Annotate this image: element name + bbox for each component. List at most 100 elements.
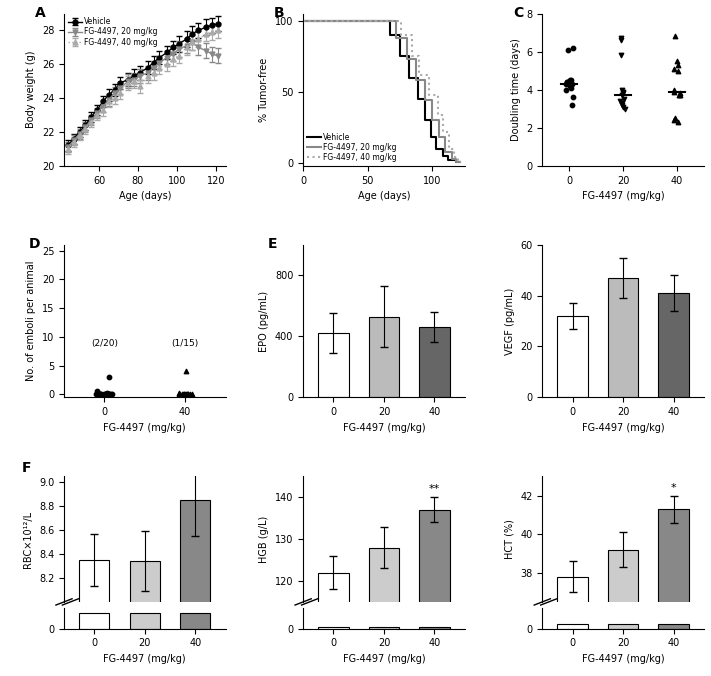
Vehicle	[432, 145, 441, 153]
X-axis label: FG-4497 (mg/kg): FG-4497 (mg/kg)	[343, 422, 425, 433]
Point	[675, 90, 686, 101]
FG-4497, 40 mg/kg	[424, 71, 433, 79]
Text: **: **	[429, 484, 440, 494]
FG-4497, 40 mg/kg	[433, 110, 442, 118]
Vehicle	[432, 133, 441, 141]
Y-axis label: No. of emboli per animal: No. of emboli per animal	[26, 261, 36, 381]
Point	[567, 43, 578, 53]
Vehicle	[444, 156, 452, 164]
Point	[617, 88, 629, 99]
Bar	[180, 613, 210, 629]
Point	[181, 389, 193, 400]
Point	[673, 90, 685, 101]
Bar	[557, 316, 588, 397]
Y-axis label: Doubling time (days): Doubling time (days)	[510, 39, 520, 141]
Text: E: E	[267, 237, 277, 251]
Point	[173, 388, 185, 399]
Vehicle	[396, 31, 405, 39]
Vehicle	[405, 52, 413, 60]
Point	[615, 34, 626, 45]
X-axis label: FG-4497 (mg/kg): FG-4497 (mg/kg)	[582, 422, 664, 433]
FG-4497, 40 mg/kg	[407, 52, 416, 60]
FG-4497, 20 mg/kg	[392, 34, 400, 42]
Point	[617, 101, 629, 112]
Point	[178, 389, 190, 400]
Text: C: C	[513, 6, 523, 20]
Point	[670, 113, 681, 124]
Point	[561, 76, 572, 87]
Bar	[658, 509, 689, 676]
Bar	[608, 624, 638, 629]
Point	[104, 389, 115, 400]
Point	[560, 84, 572, 95]
Point	[567, 92, 579, 103]
Point	[93, 389, 105, 400]
Point	[99, 389, 110, 400]
X-axis label: Age (days): Age (days)	[358, 191, 410, 201]
Bar	[369, 548, 399, 676]
Point	[560, 78, 572, 89]
FG-4497, 40 mg/kg	[454, 158, 463, 166]
Vehicle	[455, 158, 464, 166]
Point	[102, 389, 114, 400]
Bar	[419, 627, 449, 629]
Vehicle	[427, 116, 435, 124]
Y-axis label: EPO (pg/mL): EPO (pg/mL)	[260, 291, 269, 352]
Legend: Vehicle, FG-4497, 20 mg/kg, FG-4497, 40 mg/kg: Vehicle, FG-4497, 20 mg/kg, FG-4497, 40 …	[68, 18, 157, 47]
Y-axis label: % Tumor-free: % Tumor-free	[260, 57, 269, 122]
FG-4497, 40 mg/kg	[415, 52, 424, 60]
FG-4497, 40 mg/kg	[445, 145, 454, 153]
Point	[101, 388, 112, 399]
FG-4497, 20 mg/kg	[447, 155, 456, 163]
Text: F: F	[22, 461, 31, 475]
Point	[100, 389, 112, 400]
FG-4497, 40 mg/kg	[439, 128, 447, 136]
Point	[673, 116, 684, 127]
Bar	[319, 573, 348, 676]
FG-4497, 40 mg/kg	[424, 91, 433, 99]
Point	[566, 78, 577, 89]
Point	[566, 99, 577, 110]
Bar	[608, 550, 638, 676]
FG-4497, 40 mg/kg	[407, 31, 416, 39]
Point	[615, 50, 626, 61]
Point	[102, 389, 114, 400]
Y-axis label: Body weight (g): Body weight (g)	[26, 51, 36, 128]
Point	[105, 389, 117, 400]
Bar	[79, 560, 109, 676]
FG-4497, 40 mg/kg	[439, 110, 447, 118]
Bar	[557, 577, 588, 676]
Point	[565, 82, 577, 93]
Vehicle	[439, 145, 447, 153]
FG-4497, 40 mg/kg	[397, 17, 406, 25]
X-axis label: FG-4497 (mg/kg): FG-4497 (mg/kg)	[104, 654, 186, 664]
Vehicle	[451, 156, 460, 164]
Point	[91, 389, 102, 400]
X-axis label: FG-4497 (mg/kg): FG-4497 (mg/kg)	[582, 191, 664, 201]
Vehicle	[420, 95, 429, 103]
Vehicle	[414, 74, 422, 82]
FG-4497, 20 mg/kg	[420, 96, 429, 104]
Text: *: *	[670, 483, 676, 493]
Bar	[319, 627, 348, 629]
Point	[102, 389, 114, 400]
FG-4497, 20 mg/kg	[428, 116, 437, 124]
Point	[180, 389, 191, 400]
Point	[668, 64, 679, 74]
FG-4497, 40 mg/kg	[450, 145, 459, 153]
Point	[182, 389, 193, 400]
FG-4497, 20 mg/kg	[402, 34, 411, 42]
Point	[669, 31, 680, 42]
Point	[102, 389, 113, 400]
FG-4497, 20 mg/kg	[428, 96, 437, 104]
Vehicle	[385, 31, 394, 39]
Point	[675, 88, 686, 99]
Point	[176, 389, 188, 400]
FG-4497, 20 mg/kg	[412, 55, 420, 63]
Bar	[658, 293, 689, 397]
Point	[615, 96, 626, 107]
Bar	[369, 316, 399, 397]
Bar	[79, 613, 109, 629]
Vehicle	[420, 116, 429, 124]
Point	[668, 86, 680, 97]
